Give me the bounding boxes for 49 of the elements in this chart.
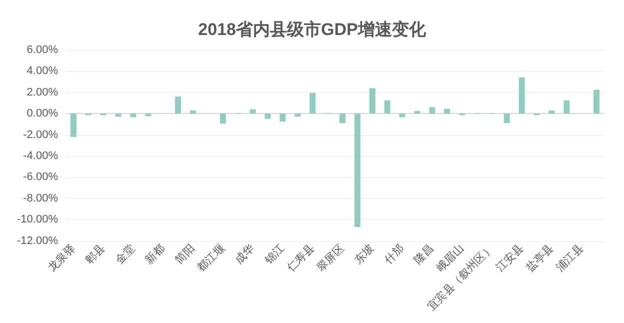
x-tick-label: 隆昌: [412, 242, 436, 267]
y-tick-label: -10.00%: [17, 214, 58, 226]
x-tick-label: 锦江: [262, 242, 287, 268]
bar: [339, 114, 346, 124]
x-tick-label: 简阳: [173, 242, 198, 267]
bar: [518, 78, 525, 114]
x-tick-label: 郫县: [84, 242, 108, 267]
bar: [354, 114, 360, 227]
bar: [369, 88, 376, 114]
bar: [190, 110, 196, 114]
y-tick-label: -12.00%: [17, 234, 58, 247]
x-tick-label: 新都: [142, 242, 168, 267]
bar: [444, 108, 450, 114]
bar: [504, 114, 510, 124]
bar: [220, 114, 226, 124]
x-tick-label: 金堂: [112, 242, 138, 267]
y-tick-label: -4.00%: [23, 150, 58, 162]
y-tick-label: 4.00%: [26, 65, 58, 78]
chart-title: 2018省内县级市GDP增速变化: [198, 20, 427, 39]
y-tick-label: 0.00%: [26, 108, 58, 120]
bar: [294, 114, 301, 117]
x-tick-label: 翠屏区: [314, 242, 347, 274]
bar: [310, 92, 316, 114]
bar: [414, 110, 420, 114]
y-tick-label: 6.00%: [26, 44, 58, 56]
y-tick-label: -2.00%: [23, 128, 58, 141]
bar: [264, 114, 271, 119]
y-tick-label: -6.00%: [23, 171, 58, 184]
x-tick-label: 什邡: [382, 242, 406, 267]
y-tick-label: -8.00%: [23, 192, 58, 204]
bar: [130, 114, 136, 118]
bar: [175, 96, 182, 114]
x-tick-label: 成华: [232, 242, 258, 267]
bar: [429, 107, 436, 114]
x-tick-label: 都江堰: [194, 242, 228, 274]
bar: [70, 114, 76, 137]
bar: [250, 109, 256, 114]
x-tick-label: 东坡: [352, 242, 377, 267]
bar: [145, 114, 152, 116]
bar: [594, 90, 600, 114]
bar: [280, 114, 286, 122]
x-tick-label: 浦江县: [554, 242, 586, 274]
bar: [548, 110, 555, 114]
bar: [384, 100, 390, 114]
y-tick-label: 2.00%: [26, 86, 58, 98]
x-tick-label: 仁寿县: [285, 242, 317, 274]
bar: [399, 114, 406, 118]
bar: [564, 100, 570, 114]
bar: [115, 114, 122, 117]
